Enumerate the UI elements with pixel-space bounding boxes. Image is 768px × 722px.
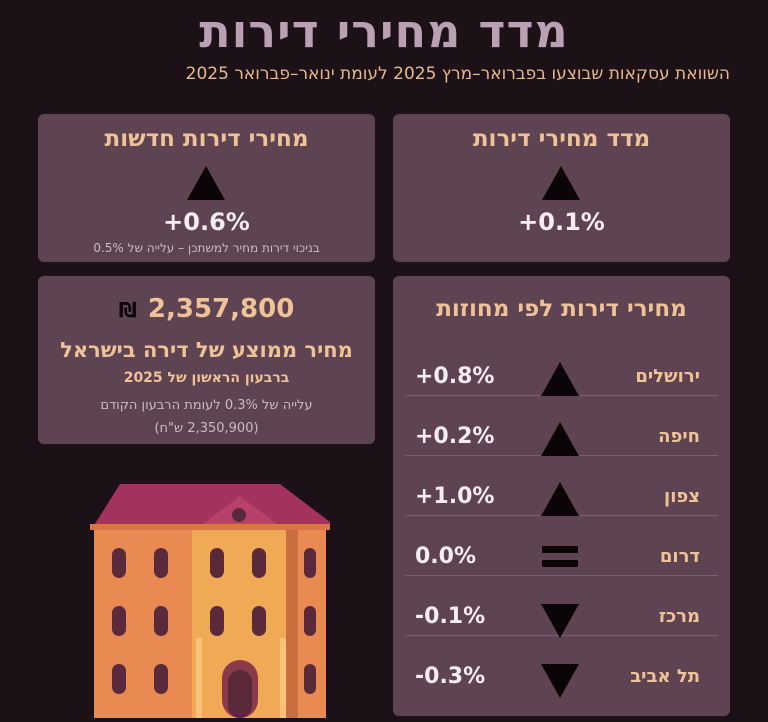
- district-value: -0.3%: [415, 664, 486, 689]
- district-name: תל אביב: [630, 666, 700, 687]
- district-name: דרום: [659, 546, 700, 567]
- triangle-up-icon: [187, 166, 225, 200]
- average-price-change: עלייה של 0.3% לעומת הרבעון הקודם: [100, 398, 313, 413]
- triangle-down-icon: [541, 664, 579, 698]
- district-row-haifa: חיפה +0.2%: [393, 414, 730, 464]
- district-name: מרכז: [658, 606, 700, 627]
- shekel-icon: ₪: [118, 298, 137, 322]
- new-apartments-card: מחירי דירות חדשות +0.6% בניכוי דירות מחי…: [38, 114, 375, 262]
- district-value: +0.8%: [415, 364, 495, 389]
- average-price-label: מחיר ממוצע של דירה בישראל: [60, 338, 353, 362]
- index-card: מדד מחירי דירות +0.1%: [393, 114, 730, 262]
- district-row-center: מרכז -0.1%: [393, 594, 730, 644]
- district-row-north: צפון +1.0%: [393, 474, 730, 524]
- triangle-up-icon: [541, 422, 579, 456]
- triangle-up-icon: [541, 362, 579, 396]
- average-price-amount: 2,357,800: [147, 294, 295, 324]
- average-price-card: ₪ 2,357,800 מחיר ממוצע של דירה בישראל בר…: [38, 276, 375, 444]
- new-apartments-title: מחירי דירות חדשות: [104, 126, 309, 152]
- row-divider: [405, 575, 718, 576]
- new-apartments-note: בניכוי דירות מחיר למשתכן – עלייה של 0.5%: [93, 241, 320, 255]
- district-value: +1.0%: [415, 484, 495, 509]
- districts-title: מחירי דירות לפי מחוזות: [436, 296, 687, 322]
- districts-card: מחירי דירות לפי מחוזות ירושלים +0.8% חיפ…: [393, 276, 730, 716]
- triangle-up-icon: [542, 166, 580, 200]
- new-apartments-value: +0.6%: [163, 208, 250, 236]
- triangle-down-icon: [541, 604, 579, 638]
- district-value: +0.2%: [415, 424, 495, 449]
- district-name: ירושלים: [635, 366, 700, 387]
- index-card-value: +0.1%: [518, 208, 605, 236]
- triangle-up-icon: [541, 482, 579, 516]
- district-row-jerusalem: ירושלים +0.8%: [393, 354, 730, 404]
- average-price-period: ברבעון הראשון של 2025: [123, 370, 290, 386]
- apartment-building-icon: [90, 484, 330, 718]
- district-name: חיפה: [658, 426, 700, 447]
- district-name: צפון: [664, 486, 700, 507]
- index-card-title: מדד מחירי דירות: [472, 126, 651, 152]
- equals-icon: [542, 546, 578, 574]
- page-subtitle: השוואת עסקאות שבוצעו בפברואר–מרץ 2025 לע…: [185, 64, 730, 84]
- district-row-south: דרום 0.0%: [393, 534, 730, 584]
- district-row-tel-aviv: תל אביב -0.3%: [393, 654, 730, 704]
- average-price-previous: (2,350,900 ש"ח): [154, 421, 259, 436]
- district-value: 0.0%: [415, 544, 477, 569]
- district-value: -0.1%: [415, 604, 486, 629]
- page-title: מדד מחירי דירות: [199, 4, 569, 58]
